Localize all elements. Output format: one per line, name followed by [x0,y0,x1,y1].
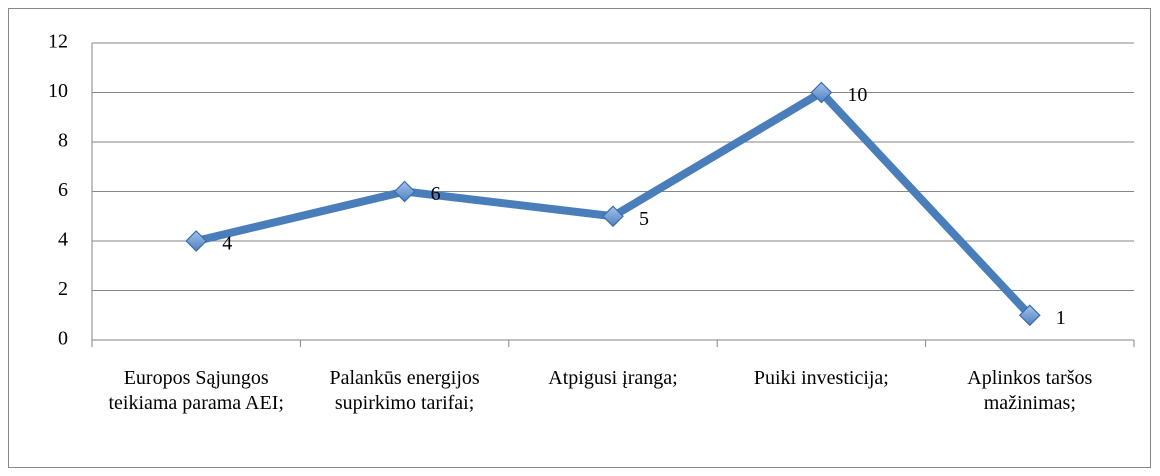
x-tick-label: Aplinkos taršos mažinimas; [967,367,1093,414]
marker [185,230,208,252]
y-tick-label: 10 [48,80,68,102]
marker [393,180,416,203]
data-label: 4 [222,233,232,255]
data-label: 5 [639,208,649,230]
data-label: 6 [431,183,441,205]
x-tick-label: Atpigusi įranga; [548,367,678,389]
marker [810,81,833,104]
y-tick-label: 2 [58,278,68,300]
x-tick-label: Europos Sąjungos teikiama parama AEI; [108,367,284,414]
y-tick-label: 6 [58,179,68,201]
x-tick-label: Puiki investicija; [753,367,889,389]
marker [602,205,624,228]
y-tick-label: 12 [48,31,68,53]
y-tick-label: 4 [58,229,68,251]
data-label: 10 [847,84,867,106]
data-label: 1 [1056,307,1066,329]
y-tick-label: 8 [58,130,68,152]
marker [1018,304,1041,327]
y-tick-label: 0 [58,328,68,350]
x-tick-label: Palankūs energijos supirkimo tarifai; [329,367,480,414]
